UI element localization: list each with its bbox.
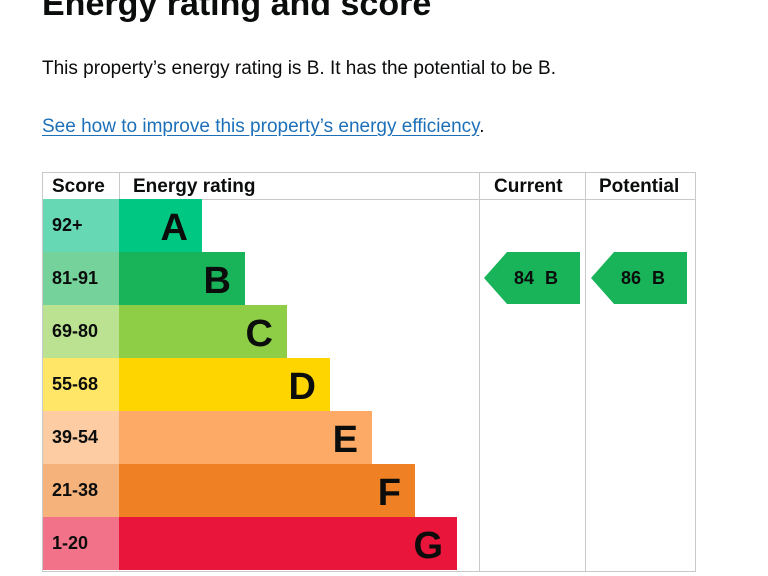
score-range: 39-54	[43, 411, 119, 464]
rating-row-c: 69-80 C	[43, 305, 479, 358]
rating-bar-a: A	[119, 199, 202, 252]
score-range: 69-80	[43, 305, 119, 358]
rating-row-a: 92+ A	[43, 199, 479, 252]
score-range: 55-68	[43, 358, 119, 411]
rating-row-g: 1-20 G	[43, 517, 479, 570]
energy-rating-table: Score Energy rating Current Potential 92…	[42, 172, 696, 572]
header-divider	[43, 199, 695, 200]
header-energy-rating: Energy rating	[133, 176, 256, 197]
potential-rating-arrow: 86 B	[591, 252, 687, 304]
improve-link-paragraph: See how to improve this property’s energ…	[42, 115, 485, 139]
score-range: 21-38	[43, 464, 119, 517]
improve-efficiency-link[interactable]: See how to improve this property’s energ…	[42, 116, 480, 137]
rating-bar-c: C	[119, 305, 287, 358]
column-divider-rating	[479, 173, 480, 571]
score-range: 1-20	[43, 517, 119, 570]
header-current: Current	[494, 176, 563, 197]
rating-bar-b: B	[119, 252, 245, 305]
rating-row-e: 39-54 E	[43, 411, 479, 464]
rating-row-b: 81-91 B	[43, 252, 479, 305]
column-divider-current	[585, 173, 586, 571]
rating-bar-f: F	[119, 464, 415, 517]
rating-summary: This property’s energy rating is B. It h…	[42, 58, 556, 79]
score-range: 92+	[43, 199, 119, 252]
score-range: 81-91	[43, 252, 119, 305]
rating-row-d: 55-68 D	[43, 358, 479, 411]
rating-bar-g: G	[119, 517, 457, 570]
current-rating-arrow: 84 B	[484, 252, 580, 304]
link-trailing-period: .	[479, 116, 485, 137]
page-title: Energy rating and score	[42, 0, 432, 23]
rating-bar-e: E	[119, 411, 372, 464]
rating-row-f: 21-38 F	[43, 464, 479, 517]
header-potential: Potential	[599, 176, 680, 197]
rating-bar-d: D	[119, 358, 330, 411]
header-score: Score	[52, 176, 105, 197]
column-divider-score	[119, 173, 120, 199]
